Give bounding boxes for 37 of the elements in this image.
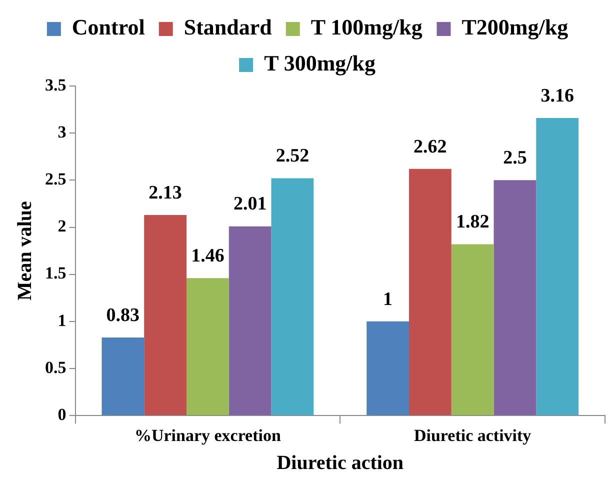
bar [451,244,494,416]
data-label: 1 [383,288,393,310]
bar [536,118,579,416]
bar [186,278,229,416]
bar [144,215,186,416]
bar [271,178,314,416]
data-label: 2.62 [414,136,447,158]
y-tick-label: 1.5 [45,264,66,283]
y-axis-title: Mean value [14,200,36,301]
bar [366,321,409,416]
data-label: 2.5 [503,148,527,169]
data-label: 2.52 [276,146,310,167]
legend-label: T200mg/kg [462,14,568,40]
legend-label: Standard [184,14,272,40]
bar [494,180,536,416]
bar [228,226,272,416]
data-label: 3.16 [540,85,574,106]
legend-label: Control [72,14,145,40]
bar [408,168,452,416]
legend-label: T 300mg/kg [264,50,376,76]
y-tick-label: 3.5 [45,75,66,94]
bar [102,337,144,416]
y-tick-label: 1 [58,310,66,330]
data-label: 2.01 [233,194,267,215]
x-axis-title: Diuretic action [276,452,404,474]
y-tick-label: 2 [58,216,66,236]
data-label: 2.13 [148,182,182,204]
data-label: 1.46 [191,246,224,267]
y-tick-label: 0.5 [45,358,66,377]
x-tick-label: %Urinary excretion [134,426,282,446]
data-label: 1.82 [456,212,490,233]
y-tick-label: 0 [58,404,66,424]
legend-label: T 100mg/kg [310,14,422,40]
y-tick-label: 3 [58,122,66,142]
data-label: 0.83 [106,304,140,326]
y-tick-label: 2.5 [45,170,66,189]
x-tick-label: Diuretic activity [414,426,532,446]
